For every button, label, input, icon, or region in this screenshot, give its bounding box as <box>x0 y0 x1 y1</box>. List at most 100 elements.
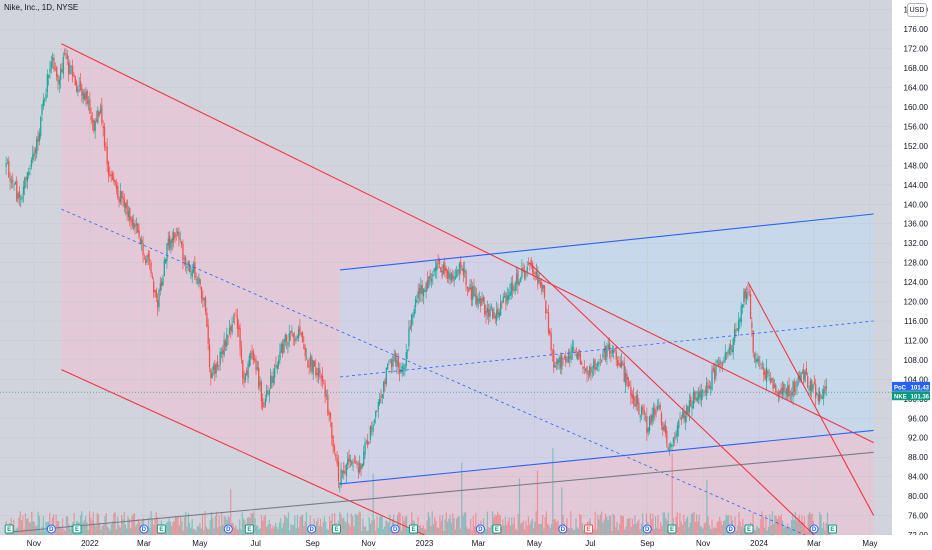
candle-body <box>130 217 132 223</box>
candle-body <box>254 358 256 361</box>
candle-body <box>765 367 768 382</box>
candle-body <box>655 411 657 413</box>
price-badge-bg <box>892 391 930 401</box>
candle-body <box>707 386 709 388</box>
candle-body <box>107 161 110 175</box>
event-badge-letter: E <box>334 527 338 533</box>
volume-bar <box>576 527 578 535</box>
volume-bar <box>27 517 29 535</box>
volume-bar <box>597 515 599 535</box>
volume-bar <box>769 514 771 535</box>
y-tick-label: 80.00 <box>908 492 929 501</box>
candle-body <box>788 384 790 397</box>
candle-body <box>255 360 257 371</box>
candle-body <box>29 168 31 169</box>
volume-bar <box>613 515 616 535</box>
candle-body <box>141 239 143 244</box>
volume-bar <box>470 518 472 535</box>
candle-body <box>812 384 814 390</box>
volume-bar <box>353 525 355 535</box>
volume-bar <box>173 521 175 535</box>
candle-body <box>111 173 114 180</box>
candle-body <box>263 406 265 408</box>
candle-body <box>670 443 672 448</box>
volume-bar <box>278 522 281 535</box>
candle-body <box>364 442 366 455</box>
y-tick-label: 136.00 <box>904 220 929 229</box>
volume-bar <box>788 526 790 535</box>
volume-bar <box>124 524 127 535</box>
volume-bar <box>307 530 309 535</box>
event-badge-letter: D <box>561 527 566 533</box>
volume-bar <box>223 515 225 535</box>
candle-body <box>825 386 827 389</box>
candle-body <box>612 350 615 353</box>
candle-body <box>585 368 587 371</box>
volume-bar <box>601 511 603 535</box>
volume-bar <box>284 515 286 535</box>
volume-bar <box>459 528 462 535</box>
candle-body <box>93 120 95 132</box>
volume-bar <box>475 512 477 535</box>
volume-bar <box>436 527 438 535</box>
candle-body <box>202 297 204 301</box>
volume-bar <box>502 519 504 535</box>
volume-bar <box>464 512 467 535</box>
candle-body <box>578 349 580 357</box>
volume-bar <box>255 525 257 535</box>
event-badge-letter: D <box>812 527 817 533</box>
y-tick-label: 148.00 <box>904 161 929 170</box>
volume-bar <box>458 516 460 535</box>
candle-body <box>484 304 486 315</box>
candle-body <box>115 185 118 189</box>
volume-bar <box>606 516 608 535</box>
volume-bar <box>26 518 28 535</box>
volume-bar <box>761 511 763 535</box>
candle-body <box>545 300 547 314</box>
candle-body <box>147 253 150 257</box>
volume-bar <box>666 520 668 535</box>
volume-bar <box>521 522 523 535</box>
volume-bar <box>447 521 449 535</box>
earnings-badge <box>667 524 677 534</box>
candle-body <box>56 66 58 77</box>
candle-body <box>267 392 269 394</box>
volume-bar <box>200 528 202 535</box>
volume-bar <box>92 511 94 535</box>
candle-body <box>82 92 84 99</box>
volume-bar <box>371 520 373 535</box>
volume-bar <box>799 523 802 535</box>
currency-button[interactable]: USD <box>907 3 927 17</box>
volume-bar <box>710 529 712 535</box>
candle-body <box>408 328 410 347</box>
volume-bar <box>454 529 456 535</box>
candle-body <box>554 365 556 368</box>
candle-body <box>246 370 248 375</box>
volume-bar <box>244 520 246 535</box>
volume-bar <box>553 519 555 535</box>
volume-bar <box>187 512 189 535</box>
candle-body <box>573 347 575 349</box>
candle-body <box>200 286 203 299</box>
candle-body <box>328 412 330 416</box>
candle-body <box>379 398 381 405</box>
candle-body <box>598 363 600 364</box>
dividend-badge <box>642 524 652 534</box>
y-tick-label: 168.00 <box>904 64 929 73</box>
candle-body <box>490 306 492 309</box>
candle-body <box>172 232 175 241</box>
candle-body <box>289 331 292 333</box>
volume-bar <box>63 528 65 535</box>
volume-bar <box>733 529 735 535</box>
candle-body <box>472 286 474 300</box>
candle-body <box>712 367 714 371</box>
volume-bar <box>328 516 331 535</box>
volume-bar <box>259 528 261 535</box>
volume-bar <box>497 511 499 535</box>
candle-body <box>174 232 176 238</box>
candle-body <box>470 287 473 300</box>
y-tick-label: 172.00 <box>904 45 929 54</box>
volume-bar <box>294 515 296 535</box>
candle-body <box>505 292 507 305</box>
